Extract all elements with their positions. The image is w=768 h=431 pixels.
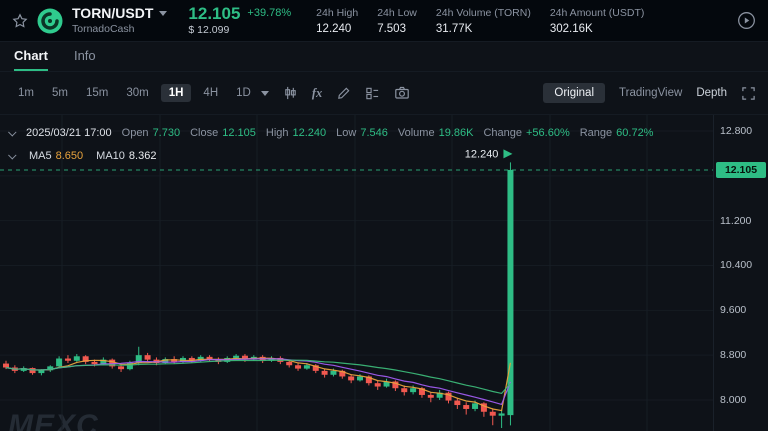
token-logo-icon xyxy=(37,8,63,34)
stat-24h-low: 24h Low 7.503 xyxy=(377,7,417,35)
ohlc-value: 12.105 xyxy=(222,127,256,139)
play-circle-icon[interactable] xyxy=(737,11,756,30)
timeframe-1m[interactable]: 1m xyxy=(18,87,34,99)
tab-bar: Chart Info xyxy=(0,42,768,72)
ohlc-value: +56.60% xyxy=(526,127,570,139)
ohlc-label: Volume xyxy=(397,127,435,139)
timeframe-15m[interactable]: 15m xyxy=(85,87,109,99)
y-axis-label: 8.000 xyxy=(720,393,747,406)
ma-ma5: MA5 8.650 xyxy=(29,150,83,162)
ohlc-open: Open 7.730 xyxy=(122,127,180,139)
stat-label: 24h Amount (USDT) xyxy=(549,6,645,19)
ohlc-value: 19.86K xyxy=(438,127,474,139)
ohlc-value: 7.546 xyxy=(360,127,388,139)
timeframe-30m[interactable]: 30m xyxy=(126,87,149,99)
y-axis-label: 8.800 xyxy=(720,349,747,362)
ma-info-row: MA5 8.650 MA10 8.362 xyxy=(8,150,156,162)
chart-tools: fx xyxy=(283,85,410,101)
price-block: 12.105 +39.78% $ 12.099 xyxy=(188,3,292,37)
y-axis-label: 9.600 xyxy=(720,304,747,317)
y-axis-label: 12.800 xyxy=(720,125,753,137)
depth-mode-button[interactable]: Depth xyxy=(696,87,727,99)
exchange-watermark: MEXC xyxy=(8,409,99,431)
panel-settings-icon[interactable] xyxy=(365,86,380,101)
ma-label: MA5 xyxy=(29,150,52,162)
ma-label: MA10 xyxy=(96,150,125,162)
last-price-tag: 12.105 xyxy=(716,161,766,178)
price-axis: 12.105 12.800 11.200 10.400 9.600 8.800 8.000 xyxy=(713,115,768,431)
stat-label: 24h High xyxy=(316,6,359,19)
candlestick-chart[interactable]: 12.240 xyxy=(0,115,713,431)
tab-info[interactable]: Info xyxy=(73,48,96,63)
y-axis-label: 10.400 xyxy=(720,259,753,272)
camera-icon[interactable] xyxy=(394,85,410,101)
ohlc-label: Range xyxy=(579,127,613,139)
collapse-chevron-icon[interactable] xyxy=(8,128,17,137)
change-percent: +39.78% xyxy=(247,6,292,19)
stat-24h-volume-torn: 24h Volume (TORN) 31.77K xyxy=(436,7,531,35)
stat-24h-amount-usdt: 24h Amount (USDT) 302.16K xyxy=(550,7,645,35)
ohlc-label: Low xyxy=(336,127,357,139)
favorite-star-icon[interactable] xyxy=(12,12,28,29)
ohlc-change: Change +56.60% xyxy=(483,127,569,139)
ohlc-label: Open xyxy=(121,127,149,139)
last-price: 12.105 xyxy=(188,3,241,23)
tradingview-mode-button[interactable]: TradingView xyxy=(619,87,683,99)
candle-datetime: 2025/03/21 17:00 xyxy=(26,127,112,139)
ohlc-value: 7.730 xyxy=(152,127,181,139)
stat-value: 12.240 xyxy=(316,22,352,35)
timeframe-group: 1m 5m 15m 30m 1H 4H 1D xyxy=(12,84,257,102)
stats-strip: 24h High 12.240 24h Low 7.503 24h Volume (TO… xyxy=(316,7,644,35)
ma-ma10: MA10 8.362 xyxy=(96,150,156,162)
stat-value: 31.77K xyxy=(435,22,473,35)
ohlc-label: Change xyxy=(483,127,522,139)
ohlc-high: High 12.240 xyxy=(266,127,326,139)
pair-selector[interactable]: TORN/USDT TornadoCash xyxy=(72,4,168,36)
usd-price: $ 12.099 xyxy=(188,24,230,37)
ma-value: 8.650 xyxy=(55,150,84,162)
token-name: TornadoCash xyxy=(72,23,135,36)
ohlc-range: Range 60.72% xyxy=(580,127,654,139)
tab-chart[interactable]: Chart xyxy=(14,42,48,71)
chevron-down-icon xyxy=(159,10,168,16)
chart-area[interactable]: MEXC 12.240 12.105 12.800 11.200 10.400 9.6… xyxy=(0,115,768,431)
timeframe-5m[interactable]: 5m xyxy=(51,87,68,99)
ohlc-value: 12.240 xyxy=(292,127,327,139)
ohlc-close: Close 12.105 xyxy=(190,127,256,139)
ohlc-label: Close xyxy=(190,127,219,139)
stat-value: 7.503 xyxy=(377,22,406,35)
indicators-fx-icon[interactable]: fx xyxy=(311,85,323,100)
stat-value: 302.16K xyxy=(549,22,593,35)
ohlc-label: High xyxy=(265,127,289,139)
timeframe-dropdown-icon[interactable] xyxy=(260,90,269,96)
collapse-chevron-icon[interactable] xyxy=(8,151,17,160)
spike-high-label: 12.240 xyxy=(465,148,499,160)
timeframe-1H[interactable]: 1H xyxy=(160,84,192,102)
header: TORN/USDT TornadoCash 12.105 +39.78% $ 1… xyxy=(0,0,768,42)
stat-label: 24h Volume (TORN) xyxy=(435,6,531,19)
ohlc-low: Low 7.546 xyxy=(336,127,388,139)
y-axis-label: 11.200 xyxy=(720,214,752,227)
draw-pencil-icon[interactable] xyxy=(336,86,351,101)
ohlc-volume: Volume 19.86K xyxy=(398,127,474,139)
stat-24h-high: 24h High 12.240 xyxy=(316,7,358,35)
timeframe-4H[interactable]: 4H xyxy=(203,87,219,99)
ohlc-value: 60.72% xyxy=(616,127,654,139)
timeframe-1D[interactable]: 1D xyxy=(236,87,251,99)
original-mode-button[interactable]: Original xyxy=(543,83,606,103)
fullscreen-icon[interactable] xyxy=(741,86,756,101)
chart-mode-group: Original TradingView Depth xyxy=(543,83,756,103)
chart-toolbar: 1m 5m 15m 30m 1H 4H 1D fx Original TradingView… xyxy=(0,72,768,115)
stat-label: 24h Low xyxy=(377,6,417,19)
candle-style-icon[interactable] xyxy=(283,85,298,101)
ma-value: 8.362 xyxy=(128,150,157,162)
pair-title: TORN/USDT xyxy=(72,4,154,21)
ohlc-info-row: 2025/03/21 17:00 Open 7.730 Close 12.105 High… xyxy=(8,127,654,139)
